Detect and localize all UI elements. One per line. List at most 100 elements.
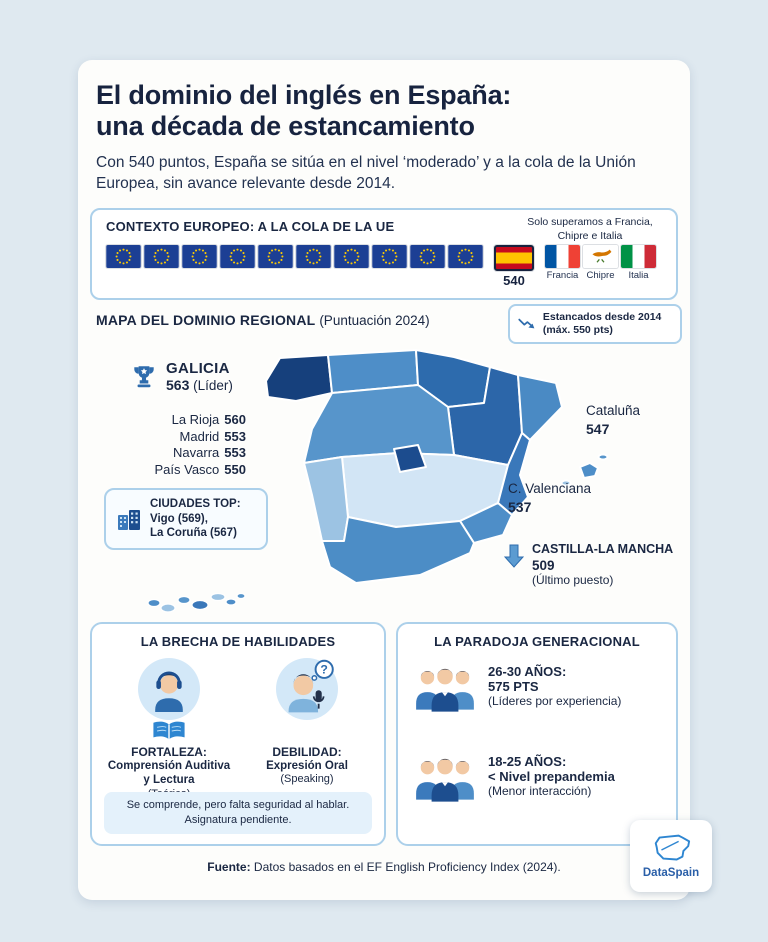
cataluna-score: 547 xyxy=(586,420,610,437)
cyprus-flag-item: Chipre xyxy=(583,245,618,281)
region-name: Navarra xyxy=(173,445,220,460)
page-title: El dominio del inglés en España: una déc… xyxy=(96,80,682,142)
valenciana-name: C. Valenciana xyxy=(508,481,592,496)
listening-person-icon xyxy=(138,658,200,720)
italy-flag-item: Italia xyxy=(621,245,656,281)
european-context-title: CONTEXTO EUROPEO: A LA COLA DE LA UE xyxy=(106,219,395,234)
page-title-line2: una década de estancamiento xyxy=(96,111,475,141)
skills-gap-panel: LA BRECHA DE HABILIDADES xyxy=(90,622,386,846)
eu-flag-icon xyxy=(144,245,179,268)
spain-flag-icon xyxy=(494,245,534,271)
weakness-tag: (Speaking) xyxy=(280,773,334,786)
declining-trend-icon xyxy=(518,318,535,329)
skills-columns: FORTALEZA: Comprensión Auditiva y Lectur… xyxy=(92,658,384,800)
italy-flag-label: Italia xyxy=(628,270,649,281)
last-place-tag: (Último puesto) xyxy=(532,572,614,587)
region-name: La Rioja xyxy=(171,412,220,427)
generation-age: 18-25 AÑOS: xyxy=(488,754,567,769)
map-region-castilla-leon xyxy=(303,384,455,464)
france-flag-icon xyxy=(545,245,580,268)
spain-score: 540 xyxy=(503,273,525,288)
region-score: 553 xyxy=(224,445,246,460)
spain-flag-item: 540 xyxy=(494,245,534,288)
strength-title: FORTALEZA: xyxy=(131,745,207,759)
leader-region-name: GALICIA xyxy=(166,360,230,377)
european-context-box: CONTEXTO EUROPEO: A LA COLA DE LA UE Sol… xyxy=(90,208,678,300)
strength-line1: Comprensión Auditiva xyxy=(107,760,231,772)
weakness-title: DEBILIDAD: xyxy=(272,745,342,759)
european-context-note: Solo superamos a Francia, Chipre e Itali… xyxy=(527,216,653,242)
eu-flag-icon xyxy=(334,245,369,268)
france-flag-label: Francia xyxy=(546,270,579,281)
flag-row: 540 Francia Chipre Italia xyxy=(106,245,656,288)
region-score: 560 xyxy=(224,412,246,427)
top-city-2: La Coruña (567) xyxy=(150,527,237,540)
source-label: Fuente: xyxy=(207,860,251,874)
source-text: Datos basados en el EF English Proficien… xyxy=(253,860,561,874)
map-section-title: MAPA DEL DOMINIO REGIONAL (Puntuación 20… xyxy=(96,312,430,328)
region-score-row: País Vasco 550 xyxy=(106,461,247,479)
eu-flag-icon xyxy=(410,245,445,268)
map-island-ibiza xyxy=(560,479,572,487)
map-canary-islands xyxy=(147,592,246,613)
map-region-murcia xyxy=(459,502,513,544)
map-region-cataluna xyxy=(517,374,563,441)
generation-value: 575 PTS xyxy=(488,679,539,694)
speaking-person-icon: ? xyxy=(276,658,338,720)
trophy-icon xyxy=(134,365,154,387)
weakness-line1: Expresión Oral xyxy=(266,760,348,772)
france-flag-item: Francia xyxy=(545,245,580,281)
region-score-row: Navarra 553 xyxy=(106,445,246,462)
cyprus-flag-label: Chipre xyxy=(586,270,615,281)
leader-annotation: GALICIA 563 (Líder) xyxy=(130,360,233,393)
weakness-column: ? DEBILIDAD: Expresión Oral (Speaking) xyxy=(241,658,373,800)
generation-value: < Nivel prepandemia xyxy=(488,769,615,784)
leader-region-score-line: 563 (Líder) xyxy=(166,377,233,393)
skills-gap-note: Se comprende, pero falta seguridad al ha… xyxy=(104,792,372,834)
generation-tag: (Menor interacción) xyxy=(488,784,592,798)
people-group-icon xyxy=(412,664,478,712)
region-score-row: Madrid 553 xyxy=(106,429,246,446)
generational-panel: LA PARADOJA GENERACIONAL 26-30 AÑOS: 575… xyxy=(396,622,678,846)
skills-gap-title: LA BRECHA DE HABILIDADES xyxy=(140,634,336,649)
strength-column: FORTALEZA: Comprensión Auditiva y Lectur… xyxy=(103,658,235,800)
cyprus-flag-icon xyxy=(583,245,618,268)
region-name: País Vasco xyxy=(154,461,220,477)
infographic-card: El dominio del inglés en España: una déc… xyxy=(78,60,690,900)
map-title-suffix: (Puntuación 2024) xyxy=(319,313,430,328)
leader-region-tag: (Líder) xyxy=(193,378,233,393)
eu-flag-icon xyxy=(182,245,217,268)
map-island-mallorca xyxy=(579,462,599,479)
stagnation-badge: Estancados desde 2014 (máx. 550 pts) xyxy=(508,304,682,344)
generation-row-18-25: 18-25 AÑOS: < Nivel prepandemia (Menor i… xyxy=(412,754,648,802)
question-mark-glyph: ? xyxy=(320,663,328,677)
region-score-row: La Rioja 560 xyxy=(106,412,246,429)
top-cities-title: CIUDADES TOP: xyxy=(150,497,241,510)
people-group-icon xyxy=(412,754,478,802)
page-title-line1: El dominio del inglés en España: xyxy=(96,80,512,110)
last-place-name: CASTILLA-LA MANCHA xyxy=(532,542,674,556)
eu-flag-icon xyxy=(258,245,293,268)
region-score-list: La Rioja 560 Madrid 553 Navarra 553 País… xyxy=(106,412,247,479)
brand-badge: DataSpain xyxy=(630,820,712,892)
source-footer: Fuente: Datos basados en el EF English P… xyxy=(78,860,690,874)
generational-title: LA PARADOJA GENERACIONAL xyxy=(434,634,640,649)
eu-flag-icon xyxy=(372,245,407,268)
stagnation-badge-text: Estancados desde 2014 (máx. 550 pts) xyxy=(542,310,662,336)
generation-age: 26-30 AÑOS: xyxy=(488,664,567,679)
brand-name: DataSpain xyxy=(642,867,700,879)
eu-flag-icon xyxy=(106,245,141,268)
eu-flag-icon xyxy=(296,245,331,268)
eu-flag-icon xyxy=(448,245,483,268)
eu-flag-icon xyxy=(220,245,255,268)
leader-region-score: 563 xyxy=(166,377,190,393)
dataspain-logo-icon xyxy=(654,834,691,861)
map-region-extremadura xyxy=(303,456,349,542)
last-place-score: 509 xyxy=(532,557,555,573)
top-city-1: Vigo (569), xyxy=(150,512,208,525)
region-score: 553 xyxy=(224,428,246,444)
generation-tag: (Líderes por experiencia) xyxy=(488,694,622,708)
cataluna-name: Cataluña xyxy=(586,403,641,418)
map-title-main: MAPA DEL DOMINIO REGIONAL xyxy=(96,312,316,328)
map-region-madrid xyxy=(393,444,427,473)
